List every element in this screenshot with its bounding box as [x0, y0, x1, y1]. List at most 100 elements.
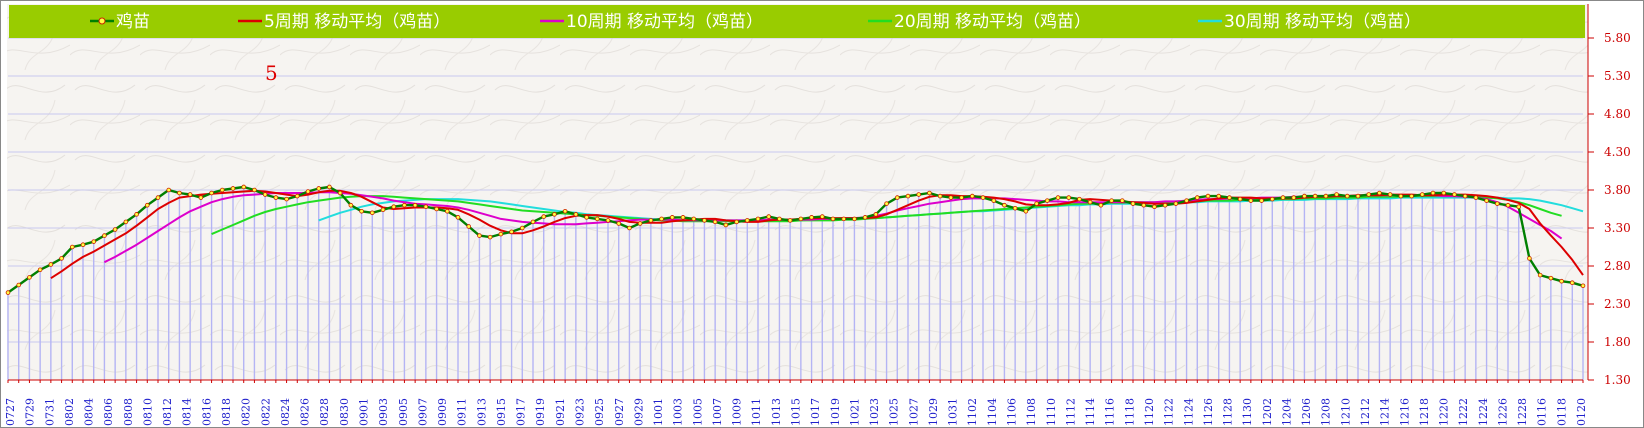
data-point	[166, 187, 172, 193]
data-point	[959, 195, 964, 200]
data-point	[1087, 199, 1093, 205]
x-tick-label: 1013	[770, 398, 783, 426]
data-point	[1044, 198, 1050, 203]
data-point	[562, 208, 568, 214]
y-tick-label: 1.30	[1604, 373, 1631, 387]
x-tick-label: 1021	[848, 398, 861, 426]
data-point	[637, 221, 643, 226]
x-tick-label: 0905	[397, 398, 410, 426]
legend-label: 20周期 移动平均（鸡苗）	[894, 12, 1091, 32]
data-point	[155, 195, 161, 200]
data-point	[359, 208, 364, 214]
x-tick-label: 0812	[161, 398, 174, 426]
y-tick-label: 3.80	[1604, 183, 1631, 197]
data-point	[937, 193, 943, 199]
data-point	[37, 267, 43, 273]
data-point	[1130, 201, 1136, 206]
x-tick-label: 0818	[220, 398, 233, 426]
data-point	[1398, 193, 1404, 199]
legend-bar	[9, 5, 1585, 38]
data-point	[134, 212, 139, 217]
x-tick-label: 1116	[1104, 398, 1117, 426]
data-point	[927, 190, 932, 196]
y-tick-label: 2.80	[1604, 259, 1631, 273]
data-point	[252, 187, 257, 193]
x-tick-label: 1202	[1261, 398, 1274, 426]
x-tick-label: 1009	[731, 398, 744, 426]
data-point	[123, 219, 129, 225]
data-point	[712, 219, 718, 225]
data-point	[905, 193, 911, 199]
series-line-3	[211, 195, 1562, 236]
legend-label: 30周期 移动平均（鸡苗）	[1224, 12, 1421, 32]
data-point	[605, 218, 611, 223]
data-point	[509, 229, 514, 235]
x-tick-label: 0901	[357, 398, 370, 426]
data-point	[1119, 198, 1125, 203]
data-point	[1559, 278, 1564, 284]
data-point	[691, 216, 697, 222]
data-point	[262, 192, 268, 197]
x-tick-label: 0923	[573, 398, 586, 426]
x-tick-label: 1228	[1516, 398, 1529, 426]
x-tick-label: 1114	[1084, 398, 1097, 426]
data-point	[209, 190, 214, 196]
x-tick-label: 1007	[711, 398, 724, 426]
y-tick-label: 4.80	[1604, 107, 1631, 121]
data-point	[1055, 195, 1061, 200]
chart-annotation: 5	[265, 61, 278, 85]
data-point	[1259, 198, 1264, 203]
data-point	[734, 219, 739, 225]
x-tick-label: 1025	[888, 398, 901, 426]
x-tick-label: 1108	[1025, 398, 1038, 426]
x-tick-label: 0828	[318, 398, 331, 426]
data-point	[1494, 201, 1500, 206]
y-tick-label: 5.30	[1604, 69, 1631, 83]
x-tick-label: 1222	[1457, 398, 1470, 426]
data-point	[69, 244, 75, 250]
data-point	[1569, 280, 1575, 286]
data-point	[648, 218, 654, 223]
data-point	[391, 204, 397, 210]
data-point	[337, 190, 343, 196]
x-tick-label: 0830	[338, 398, 351, 426]
data-point	[316, 186, 322, 191]
data-point	[1548, 275, 1554, 281]
data-point	[659, 216, 664, 222]
data-point	[894, 195, 900, 200]
data-point	[1462, 193, 1468, 199]
data-point	[884, 201, 889, 206]
x-tick-label: 1206	[1300, 398, 1313, 426]
x-tick-label: 0729	[24, 398, 37, 426]
x-tick-label: 1104	[986, 398, 999, 426]
legend-label: 10周期 移动平均（鸡苗）	[566, 12, 763, 32]
data-point	[1141, 202, 1147, 208]
x-tick-label: 1106	[1006, 398, 1019, 426]
data-point	[669, 215, 675, 220]
data-point	[80, 242, 86, 248]
x-tick-label: 0731	[43, 398, 56, 426]
data-point	[1152, 204, 1157, 210]
data-point	[273, 195, 279, 200]
x-tick-label: 1011	[750, 398, 763, 426]
data-point	[1194, 195, 1200, 200]
data-point	[616, 221, 622, 226]
data-point	[1237, 196, 1243, 202]
data-point	[144, 202, 150, 208]
x-tick-label: 1118	[1123, 398, 1136, 426]
x-tick-label: 1112	[1064, 398, 1077, 426]
x-tick-label: 0120	[1575, 398, 1588, 426]
data-point	[1387, 192, 1393, 197]
x-axis: 0727 0729 0731 0802 0804 0806 0808 0810 0812 0814…	[4, 379, 1588, 426]
x-tick-label: 0824	[279, 398, 292, 426]
data-point	[755, 216, 761, 222]
data-point	[91, 239, 97, 244]
data-point	[969, 193, 975, 199]
data-point	[305, 189, 311, 194]
data-point	[1291, 195, 1297, 200]
data-point	[498, 231, 504, 237]
data-point	[1527, 256, 1532, 261]
data-point	[1505, 202, 1511, 208]
